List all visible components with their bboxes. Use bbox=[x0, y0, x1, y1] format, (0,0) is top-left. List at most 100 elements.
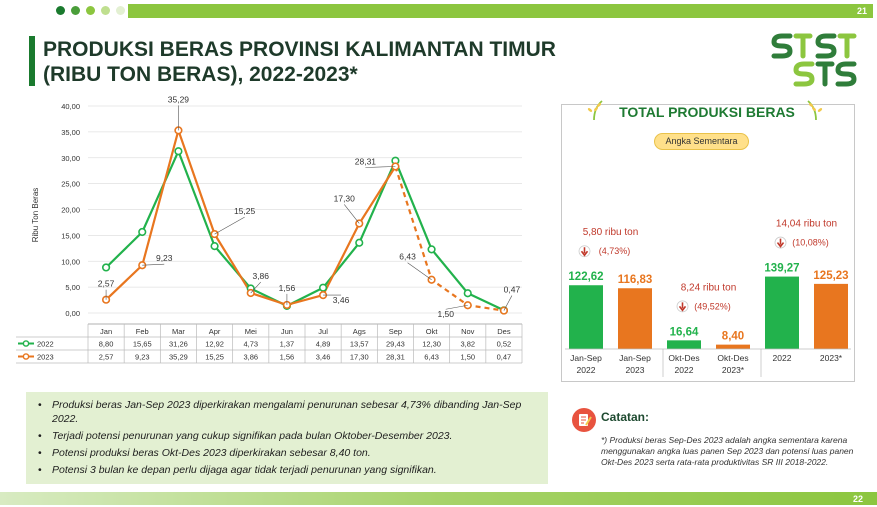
st2023-logo bbox=[771, 33, 857, 87]
leader-line bbox=[250, 281, 261, 294]
data-label-2023: 3,46 bbox=[333, 295, 350, 305]
rice-stalk-icon bbox=[807, 100, 823, 121]
bar-chart-title: TOTAL PRODUKSI BERAS bbox=[619, 104, 795, 120]
x-tick-label: Jan bbox=[100, 327, 112, 336]
x-tick-label: Okt bbox=[426, 327, 439, 336]
bar-value-label: 125,23 bbox=[813, 270, 848, 282]
y-tick-label: 0,00 bbox=[65, 309, 80, 318]
data-label-2023: 3,86 bbox=[252, 271, 269, 281]
summary-bullet: Terjadi potensi penurunan yang cukup sig… bbox=[36, 429, 540, 443]
table-cell: 8,80 bbox=[99, 340, 114, 349]
summary-box: Produksi beras Jan-Sep 2023 diperkirakan… bbox=[26, 392, 548, 484]
change-percent: (10,08%) bbox=[792, 238, 829, 248]
data-label-2023: 28,31 bbox=[355, 156, 377, 166]
change-percent: (4,73%) bbox=[599, 246, 631, 256]
header-bar bbox=[128, 4, 873, 18]
data-label-2023: 15,25 bbox=[234, 206, 256, 216]
change-percent: (49,52%) bbox=[694, 301, 731, 311]
header-dot bbox=[56, 6, 65, 15]
y-tick-label: 40,00 bbox=[61, 102, 80, 111]
table-cell: 2,57 bbox=[99, 353, 114, 362]
arrow-down-icon bbox=[776, 238, 785, 248]
rice-stalk-icon bbox=[587, 100, 603, 121]
table-cell: 13,57 bbox=[350, 340, 369, 349]
data-point-2022 bbox=[210, 242, 219, 251]
change-amount: 8,24 ribu ton bbox=[681, 282, 737, 293]
y-tick-label: 10,00 bbox=[61, 257, 80, 266]
data-label-2023: 17,30 bbox=[334, 193, 356, 203]
bar-category-label: Jan-Sep bbox=[570, 353, 602, 363]
table-cell: 29,43 bbox=[386, 340, 405, 349]
table-cell: 9,23 bbox=[135, 353, 150, 362]
note-title: Catatan: bbox=[601, 410, 650, 424]
data-label-2023: 2,57 bbox=[98, 279, 115, 289]
footer-bar bbox=[0, 492, 877, 505]
table-cell: 35,29 bbox=[169, 353, 188, 362]
bar-value-label: 122,62 bbox=[568, 271, 603, 283]
header-dot bbox=[116, 6, 125, 15]
table-cell: 3,46 bbox=[316, 353, 331, 362]
leader-line bbox=[503, 295, 513, 311]
leader-line bbox=[445, 304, 468, 310]
x-tick-label: Ags bbox=[353, 327, 366, 336]
y-tick-label: 35,00 bbox=[61, 128, 80, 137]
header-dots bbox=[56, 6, 125, 16]
x-tick-label: Sep bbox=[389, 327, 402, 336]
table-cell: 15,65 bbox=[133, 340, 152, 349]
table-cell: 4,89 bbox=[316, 340, 331, 349]
series-points bbox=[101, 126, 509, 315]
data-label-2023: 35,29 bbox=[168, 94, 190, 104]
data-labels: 2,57 9,23 35,29 15,25 3,86 1,56 3,46 17,30 28,31… bbox=[98, 94, 521, 319]
bar-category-label: 2022 bbox=[577, 365, 596, 375]
bar-category-label: 2023 bbox=[626, 365, 645, 375]
data-point-2022 bbox=[174, 147, 183, 156]
bar-category-label: 2022 bbox=[773, 353, 792, 363]
data-label-2023: 0,47 bbox=[504, 285, 521, 295]
bar-chart: 122,62 Jan-Sep 2022 116,83 Jan-Sep 2023 5,80 r… bbox=[565, 219, 851, 377]
bar-Jan-Sep 2022 bbox=[569, 285, 603, 349]
table-cell: 1,56 bbox=[280, 353, 295, 362]
bars: 122,62 Jan-Sep 2022 116,83 Jan-Sep 2023 5,80 r… bbox=[565, 219, 851, 377]
page-number-bottom: 22 bbox=[852, 494, 863, 504]
data-label-2023: 9,23 bbox=[156, 253, 173, 263]
bar-value-label: 139,27 bbox=[764, 263, 799, 275]
table-cell: 0,47 bbox=[497, 353, 512, 362]
y-tick-labels: 0,00 5,00 10,00 15,00 20,00 25,00 30,00 35,00 40… bbox=[61, 102, 80, 318]
series-line-2023-estimate bbox=[394, 166, 505, 312]
total-production-panel bbox=[561, 104, 855, 382]
summary-bullet: Potensi produksi beras Okt-Des 2023 dipe… bbox=[36, 446, 540, 460]
page-title-line2: (RIBU TON BERAS), 2022-2023* bbox=[43, 63, 358, 86]
summary-bullet: Potensi 3 bulan ke depan perlu dijaga ag… bbox=[36, 463, 540, 477]
change-amount: 14,04 ribu ton bbox=[776, 219, 837, 230]
line-chart: Ribu Ton Beras 0,00 5,00 10,00 15,00 20,00 25… bbox=[16, 94, 523, 364]
y-tick-label: 20,00 bbox=[61, 206, 80, 215]
bar-category-label: Okt-Des bbox=[668, 353, 699, 363]
page-number-top: 21 bbox=[856, 6, 867, 16]
bar-category-label: 2023* bbox=[820, 353, 843, 363]
y-tick-label: 25,00 bbox=[61, 180, 80, 189]
leader-line bbox=[407, 262, 432, 280]
header-dot bbox=[86, 6, 95, 15]
table-cell: 28,31 bbox=[386, 353, 405, 362]
leader-line bbox=[142, 263, 165, 266]
bar-category-label: Jan-Sep bbox=[619, 353, 651, 363]
table-cell: 4,73 bbox=[243, 340, 258, 349]
x-tick-label: Nov bbox=[461, 327, 475, 336]
table-cell: 31,26 bbox=[169, 340, 188, 349]
y-tick-label: 30,00 bbox=[61, 154, 80, 163]
arrow-down-icon bbox=[678, 302, 687, 312]
bar-2023* bbox=[814, 283, 848, 349]
x-tick-label: Mar bbox=[172, 327, 185, 336]
estimate-badge: Angka Sementara bbox=[654, 133, 749, 150]
table-cell: 15,25 bbox=[205, 353, 224, 362]
table-cell: 3,86 bbox=[243, 353, 258, 362]
bar-category-label: 2022 bbox=[675, 365, 694, 375]
notepad-pencil-icon bbox=[572, 408, 596, 432]
data-table: Jan Feb Mar Apr Mei Jun Jul Ags Sep Okt Nov Des 2022… bbox=[16, 324, 523, 364]
table-cell: 1,50 bbox=[460, 353, 475, 362]
title-accent-bar bbox=[29, 36, 35, 86]
leader-line bbox=[365, 166, 396, 168]
header-dot bbox=[71, 6, 80, 15]
bar-category-label: 2023* bbox=[722, 365, 745, 375]
